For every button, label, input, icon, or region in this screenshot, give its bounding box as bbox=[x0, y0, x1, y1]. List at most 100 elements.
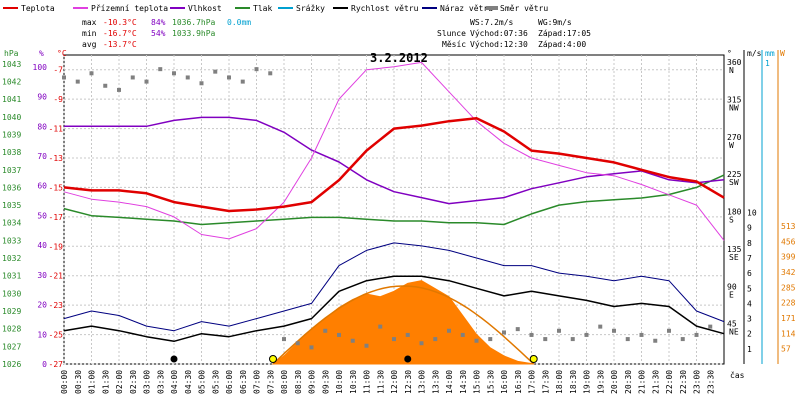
wind-direction-point bbox=[337, 332, 341, 337]
pct-tick-70: 70 bbox=[37, 152, 47, 161]
legend-swatch-smer bbox=[486, 6, 498, 10]
hpa-tick-1038: 1038 bbox=[2, 148, 21, 157]
hpa-tick-1027: 1027 bbox=[2, 342, 21, 351]
x-tick-1500: 15:00 bbox=[473, 370, 482, 394]
x-tick-0730: 07:30 bbox=[266, 370, 275, 394]
solar-tick-456: 456 bbox=[781, 237, 796, 246]
stat-avg-temp: -13.7°C bbox=[103, 40, 137, 49]
x-tick-0500: 05:00 bbox=[198, 370, 207, 394]
x-tick-2200: 22:00 bbox=[665, 370, 674, 394]
stat-max-temp: -10.3°C bbox=[103, 18, 137, 27]
axis-unit-rain: mm bbox=[765, 49, 775, 58]
wind-tick-2: 2 bbox=[747, 330, 752, 339]
x-tick-2100: 21:00 bbox=[638, 370, 647, 394]
wind-speed-line bbox=[63, 275, 725, 343]
wind-direction-point bbox=[117, 87, 121, 92]
x-tick-2230: 22:30 bbox=[679, 370, 688, 394]
stat-avg-label: avg bbox=[82, 40, 97, 49]
temp-tick-m7: -7 bbox=[53, 66, 63, 75]
wind-direction-point bbox=[158, 67, 163, 72]
x-tick-1030: 10:30 bbox=[349, 370, 358, 394]
hpa-tick-1032: 1032 bbox=[2, 254, 21, 263]
pct-tick-100: 100 bbox=[33, 63, 48, 72]
solar-tick-228: 228 bbox=[781, 299, 796, 308]
wind-direction-point bbox=[447, 328, 451, 333]
temp-tick-m19: -19 bbox=[49, 242, 64, 251]
wind-direction-point bbox=[89, 71, 94, 76]
x-tick-0230: 02:30 bbox=[129, 370, 138, 394]
x-tick-1900: 19:00 bbox=[583, 370, 592, 394]
hpa-tick-1042: 1042 bbox=[2, 77, 21, 86]
temperature-line bbox=[63, 117, 725, 213]
axis-unit-hpa: hPa bbox=[4, 49, 19, 58]
stat-max-label: max bbox=[82, 18, 97, 27]
wind-tick-1: 1 bbox=[747, 345, 752, 354]
wind-direction-point bbox=[282, 337, 286, 342]
wind-tick-6: 6 bbox=[747, 269, 752, 278]
pct-tick-60: 60 bbox=[37, 182, 47, 191]
temp-tick-m23: -23 bbox=[49, 301, 64, 310]
moonset-marker bbox=[170, 355, 178, 363]
wind-tick-3: 3 bbox=[747, 315, 752, 324]
moonrise-marker bbox=[404, 355, 412, 363]
wind-direction-point bbox=[378, 324, 383, 329]
solar-tick-399: 399 bbox=[781, 253, 796, 262]
pct-tick-80: 80 bbox=[37, 122, 47, 131]
wind-direction-point bbox=[612, 328, 616, 333]
dir-tick-270: 270 bbox=[727, 133, 742, 142]
x-tick-1100: 11:00 bbox=[363, 370, 372, 394]
x-tick-0900: 09:00 bbox=[308, 370, 317, 394]
x-tick-0700: 07:00 bbox=[253, 370, 262, 394]
wind-direction-point bbox=[639, 332, 644, 337]
wind-direction-point bbox=[364, 343, 369, 348]
stat-min-temp: -16.7°C bbox=[103, 29, 137, 38]
hpa-tick-1030: 1030 bbox=[2, 289, 21, 298]
ground-temp-line bbox=[63, 61, 725, 241]
info-sunset: Západ:17:05 bbox=[538, 29, 591, 38]
x-tick-1000: 10:00 bbox=[335, 370, 344, 394]
wind-direction-point bbox=[653, 338, 658, 343]
x-tick-0400: 04:00 bbox=[170, 370, 179, 394]
x-tick-0030: 00:30 bbox=[74, 370, 83, 394]
temp-tick-m9: -9 bbox=[53, 95, 63, 104]
hpa-tick-1036: 1036 bbox=[2, 183, 21, 192]
x-tick-0930: 09:30 bbox=[321, 370, 330, 394]
wind-direction-point bbox=[474, 338, 479, 343]
wind-tick-10: 10 bbox=[747, 209, 757, 218]
wind-tick-4: 4 bbox=[747, 299, 752, 308]
wind-direction-point bbox=[708, 324, 713, 329]
x-tick-1930: 19:30 bbox=[596, 370, 605, 394]
legend-naraz-vetru: Náraz větru bbox=[440, 4, 493, 13]
x-tick-0100: 01:00 bbox=[88, 370, 97, 394]
wind-direction-point bbox=[680, 337, 685, 342]
wind-direction-point bbox=[213, 69, 218, 74]
wind-direction-point bbox=[268, 71, 273, 76]
info-ws: WS:7.2m/s bbox=[470, 18, 514, 27]
axes: 00:00 00:30 01:00 01:30 02:00 02:30 03:00 03:30… bbox=[2, 50, 796, 394]
stat-max-pres: 1036.7hPa bbox=[172, 18, 216, 27]
wind-direction-point bbox=[103, 83, 108, 88]
legend-srazky: Srážky bbox=[296, 4, 325, 13]
info-sun-label: Slunce bbox=[437, 29, 466, 38]
dir-compass-S: S bbox=[729, 216, 734, 225]
dir-compass-NE: NE bbox=[729, 328, 739, 337]
hpa-tick-1034: 1034 bbox=[2, 219, 21, 228]
x-tick-2300: 23:00 bbox=[693, 370, 702, 394]
wind-direction-point bbox=[309, 345, 314, 350]
x-tick-1530: 15:30 bbox=[486, 370, 495, 394]
info-moonrise: Východ:12:30 bbox=[470, 40, 528, 49]
series-lines bbox=[63, 61, 725, 343]
wind-gust-line bbox=[63, 242, 725, 332]
wind-direction-point bbox=[667, 328, 671, 333]
pct-tick-0: 0 bbox=[42, 360, 47, 369]
stat-min-hum: 54% bbox=[151, 29, 166, 38]
wind-direction-point bbox=[392, 337, 396, 342]
solar-tick-171: 171 bbox=[781, 314, 796, 323]
dir-tick-180: 180 bbox=[727, 208, 742, 217]
axis-unit-wind: m/s bbox=[747, 49, 762, 58]
pressure-line bbox=[63, 174, 725, 226]
temp-tick-m25: -25 bbox=[49, 331, 64, 340]
wind-direction-point bbox=[502, 330, 506, 335]
dir-compass-E: E bbox=[729, 290, 734, 299]
info-wg: WG:9m/s bbox=[538, 18, 572, 27]
